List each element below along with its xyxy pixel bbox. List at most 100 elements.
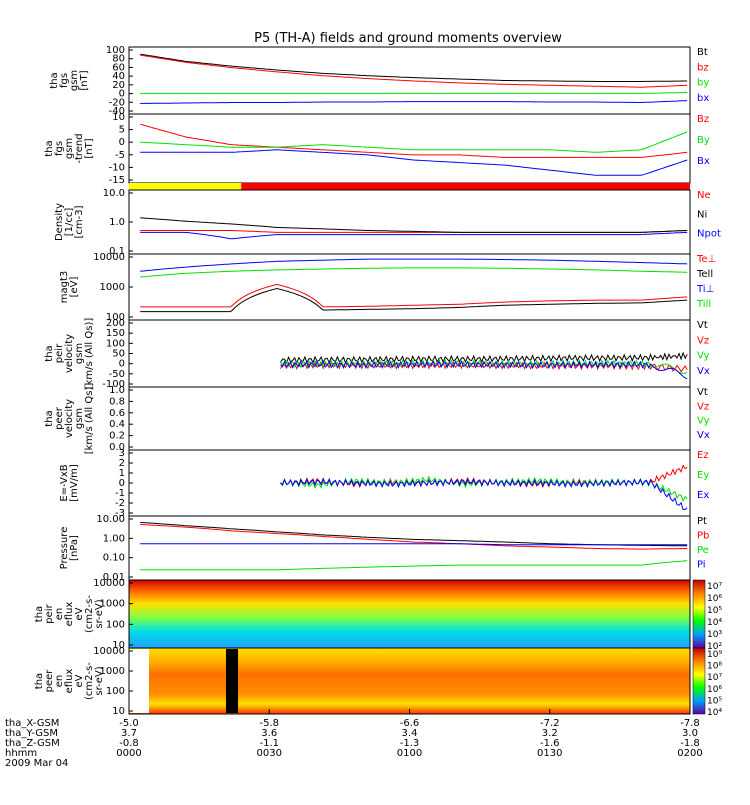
y-tick-label: 100 — [106, 619, 125, 630]
y-axis-title: en — [54, 608, 65, 621]
x-row-label: tha_Z-GSM — [5, 738, 60, 749]
series-Tell — [140, 287, 688, 313]
y-axis-title: eflux — [64, 669, 75, 694]
panel-density — [128, 189, 691, 255]
colorbar-tick-label: 10³ — [707, 630, 722, 640]
y-tick-label: 10000 — [93, 252, 125, 263]
x-tick-label: -1.8 — [680, 738, 700, 749]
x-tick-label: -7.8 — [680, 718, 700, 729]
colorbar-tick-label: 10⁴ — [707, 618, 722, 628]
colorbar-tick-label: 10⁷ — [707, 582, 722, 592]
colorbar — [692, 647, 706, 715]
y-axis-title: velocity — [64, 334, 75, 373]
y-axis-title: eflux — [64, 602, 75, 627]
panel-frame — [128, 386, 691, 451]
y-tick-label: 10 — [112, 706, 125, 717]
panel-e_field — [128, 449, 691, 517]
panel-frame — [128, 189, 691, 255]
colorbar-tick-label: 10⁵ — [707, 606, 722, 616]
y-tick-label: 10000 — [93, 578, 125, 589]
legend-Pe: Pe — [697, 545, 709, 556]
colorbar-tick-label: 10⁴ — [707, 708, 722, 718]
y-axis-title: tha — [44, 140, 55, 156]
y-axis-title: gsm — [74, 408, 85, 429]
series-Ni — [140, 217, 688, 233]
y-tick-label: 150 — [106, 328, 125, 339]
y-tick-label: 1000 — [100, 282, 125, 293]
y-tick-label: 0.4 — [109, 419, 125, 430]
y-axis-title: magt3 — [59, 271, 70, 304]
series-Pe — [140, 560, 688, 571]
x-tick-label: 3.7 — [121, 728, 137, 739]
y-tick-label: 50 — [112, 349, 125, 360]
panel-pressure — [128, 515, 691, 581]
x-tick-label: -6.6 — [400, 718, 420, 729]
series-Pi — [140, 543, 688, 546]
legend-Pi: Pi — [697, 560, 706, 571]
mode-segment — [129, 183, 242, 190]
series-Vt — [280, 351, 688, 365]
colorbar-tick-label: 10⁶ — [707, 594, 722, 604]
y-tick-label: -2 — [115, 498, 125, 509]
y-tick-label: -40 — [109, 106, 125, 117]
y-tick-label: 0.1 — [109, 246, 125, 257]
y-tick-label: 1000 — [100, 599, 125, 610]
y-axis-title: tha — [49, 72, 60, 88]
x-tick-label: -0.8 — [119, 738, 139, 749]
legend-Te⊥: Te⊥ — [696, 254, 716, 265]
x-tick-label: -5.8 — [259, 718, 279, 729]
y-axis-title: [eV] — [69, 277, 80, 298]
y-tick-label: 0.8 — [109, 396, 125, 407]
y-tick-label: 3 — [119, 448, 125, 459]
y-axis-title: gsm — [74, 343, 85, 364]
series-Ez — [280, 464, 688, 489]
y-axis-title: -trend — [74, 133, 85, 163]
panel-peir_spectrogram — [128, 579, 706, 649]
y-tick-label: 100 — [106, 312, 125, 323]
y-tick-label: -10 — [109, 162, 125, 173]
y-tick-label: -3 — [115, 508, 125, 519]
y-tick-label: 0 — [119, 89, 125, 100]
x-tick-label: 0000 — [116, 748, 141, 759]
y-tick-label: 0.10 — [103, 553, 125, 564]
colorbar-tick-label: 10⁷ — [707, 673, 722, 683]
series-Vy — [280, 358, 688, 374]
y-axis-title: E=-VxB — [59, 464, 70, 501]
y-tick-label: 10.00 — [96, 514, 125, 525]
y-axis-title: [mV/m] — [69, 464, 80, 502]
y-tick-label: -100 — [102, 379, 125, 390]
data-gap — [129, 649, 149, 713]
y-axis-title: [km/s (All Qs)] — [84, 318, 95, 390]
y-tick-label: 10 — [112, 112, 125, 123]
series-By — [140, 131, 688, 153]
y-axis-title: peer — [44, 669, 55, 693]
y-tick-label: 1.00 — [103, 533, 125, 544]
x-tick-label: -1.1 — [259, 738, 279, 749]
legend-Vz: Vz — [697, 335, 709, 346]
y-tick-label: 10000 — [93, 646, 125, 657]
x-tick-label: -1.3 — [400, 738, 420, 749]
y-axis-title: tha — [34, 673, 45, 689]
y-axis-title: peir — [54, 343, 65, 363]
y-tick-label: 200 — [106, 318, 125, 329]
y-axis-title: fgs — [59, 73, 70, 88]
panel-frame — [128, 319, 691, 388]
series-Vx — [280, 359, 688, 380]
colorbar-tick-label: 10⁹ — [707, 650, 722, 660]
y-tick-label: 0 — [119, 478, 125, 489]
x-tick-label: 0030 — [257, 748, 282, 759]
series-Bt — [140, 53, 688, 82]
series-Ex — [280, 477, 688, 510]
y-tick-label: 20 — [112, 80, 125, 91]
y-axis-title: (cm2-s- — [84, 595, 95, 633]
y-axis-title: [nPa] — [69, 535, 80, 561]
legend-Bx: Bx — [697, 156, 710, 167]
legend-bz: bz — [697, 62, 709, 73]
y-axis-title: peir — [44, 603, 55, 623]
y-axis-title: velocity — [64, 399, 75, 438]
x-tick-label: 0200 — [677, 748, 702, 759]
legend-Pt: Pt — [697, 516, 707, 527]
x-tick-label: 0100 — [397, 748, 422, 759]
x-tick-label: 3.4 — [402, 728, 418, 739]
y-tick-label: 10.0 — [103, 188, 125, 199]
